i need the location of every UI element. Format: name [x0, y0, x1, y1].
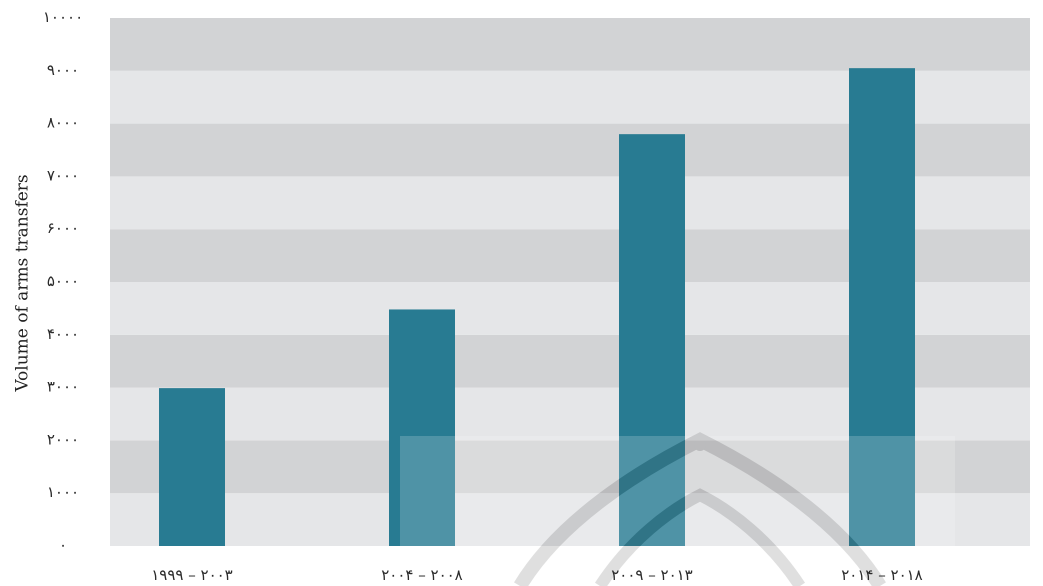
y-tick-label: ۵۰۰۰ [47, 272, 79, 290]
x-tick-label: ۱۹۹۹ – ۲۰۰۳ [151, 566, 233, 584]
watermark [400, 432, 955, 586]
x-tick-label: ۲۰۱۴ – ۲۰۱۸ [841, 566, 923, 584]
y-tick-label: ۸۰۰۰ [47, 114, 79, 132]
bar [619, 134, 685, 546]
y-tick-label: ۴۰۰۰ [47, 325, 79, 343]
y-tick-label: ۱۰۰۰ [47, 483, 79, 501]
bar [849, 68, 915, 546]
y-tick-label: ۳۰۰۰ [47, 378, 79, 396]
x-tick-label: ۲۰۰۴ – ۲۰۰۸ [381, 566, 463, 584]
bar [159, 388, 225, 546]
y-tick-label: ۹۰۰۰ [47, 61, 79, 79]
y-tick-label: ۱۰۰۰۰ [43, 8, 83, 26]
y-tick-label: ۰ [59, 536, 67, 554]
y-axis-label: Volume of arms transfers [13, 174, 33, 392]
y-tick-label: ۶۰۰۰ [47, 219, 79, 237]
bars-group [159, 68, 915, 546]
bar [389, 309, 455, 546]
grid-band [110, 18, 1030, 71]
x-tick-label: ۲۰۰۹ – ۲۰۱۳ [611, 566, 693, 584]
x-axis-ticks: ۱۹۹۹ – ۲۰۰۳ ۲۰۰۴ – ۲۰۰۸ ۲۰۰۹ – ۲۰۱۳ ۲۰۱۴ – … [151, 566, 923, 584]
y-tick-label: ۲۰۰۰ [47, 430, 79, 448]
y-tick-label: ۷۰۰۰ [47, 166, 79, 184]
y-axis-ticks: ۰ ۱۰۰۰ ۲۰۰۰ ۳۰۰۰ ۴۰۰۰ ۵۰۰۰ ۶۰۰۰ ۷۰۰۰ ۸۰۰۰ ۹۰۰۰ ۱۰۰… [43, 8, 83, 554]
